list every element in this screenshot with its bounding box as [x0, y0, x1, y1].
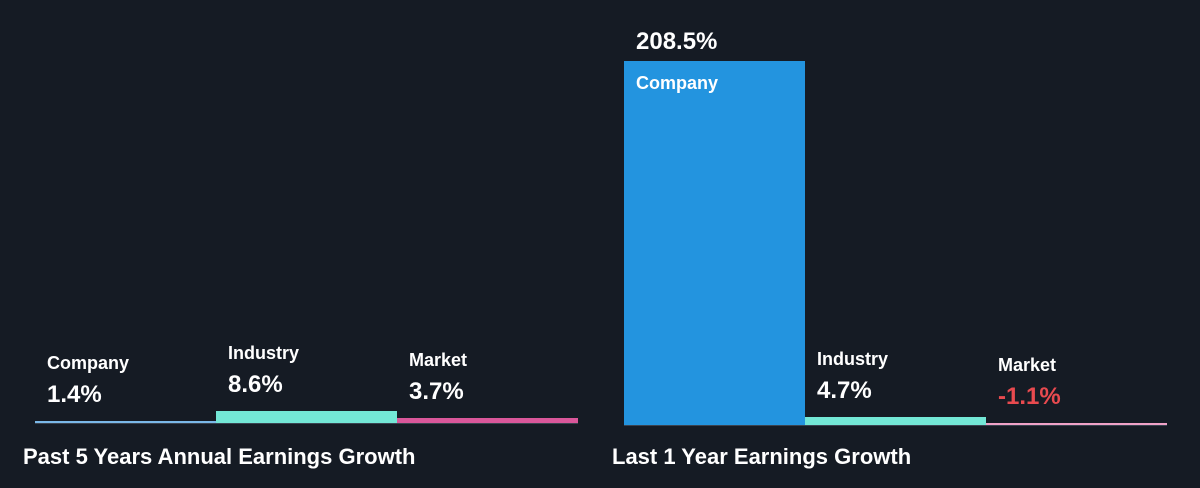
category-label-industry: Industry — [817, 348, 889, 369]
baseline — [624, 425, 1167, 426]
value-label-industry: 8.6% — [228, 370, 283, 398]
bar-market — [986, 423, 1167, 425]
value-label-market: 3.7% — [409, 377, 464, 405]
category-label-market: Market — [409, 349, 468, 370]
bar-industry — [216, 410, 397, 423]
category-label-company: Company — [636, 73, 719, 93]
bar-company — [624, 61, 805, 425]
category-label-industry: Industry — [228, 342, 300, 363]
value-label-industry: 4.7% — [817, 376, 872, 404]
baseline — [35, 423, 578, 424]
panel-title: Last 1 Year Earnings Growth — [612, 444, 912, 469]
value-label-company: 1.4% — [47, 381, 102, 408]
bar-company — [35, 421, 216, 423]
category-label-company: Company — [47, 353, 130, 373]
bar-industry — [805, 416, 986, 425]
panel-title: Past 5 Years Annual Earnings Growth — [23, 444, 416, 469]
category-label-market: Market — [998, 355, 1057, 375]
bar-market — [397, 417, 578, 423]
value-label-company: 208.5% — [636, 28, 718, 55]
value-label-market: -1.1% — [998, 383, 1061, 410]
